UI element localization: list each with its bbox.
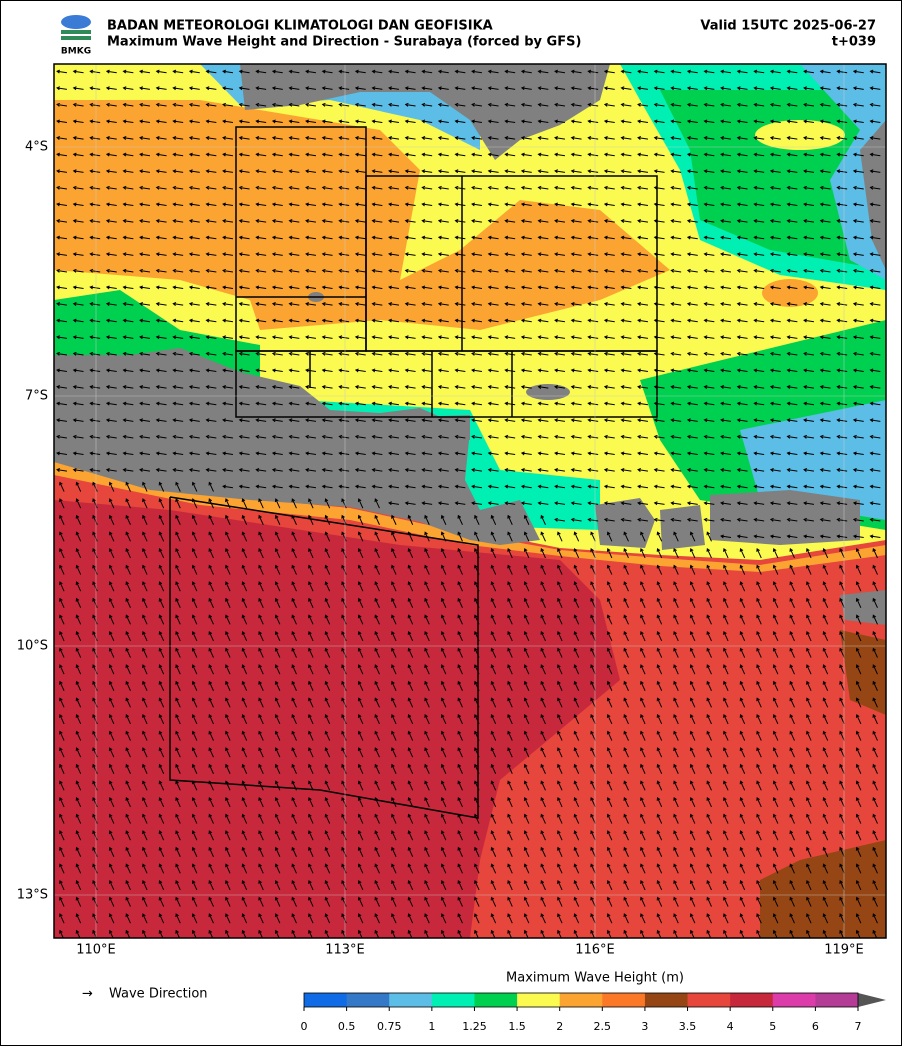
- map: [54, 64, 886, 938]
- lon-label: 116°E: [575, 943, 615, 958]
- colorbar-swatch: [559, 993, 603, 1007]
- colorbar-title: Maximum Wave Height (m): [506, 971, 684, 986]
- lat-label: 10°S: [17, 639, 48, 654]
- colorbar-tick-label: 3: [641, 1020, 648, 1033]
- valid-time: Valid 15UTC 2025-06-27: [700, 19, 876, 34]
- colorbar-swatch: [730, 993, 774, 1007]
- colorbar-tick-label: 3.5: [679, 1020, 697, 1033]
- lon-label: 110°E: [76, 943, 116, 958]
- colorbar-swatch: [346, 993, 390, 1007]
- lat-label: 13°S: [17, 888, 48, 903]
- colorbar-tick-label: 0: [301, 1020, 308, 1033]
- colorbar-tick-label: 7: [855, 1020, 862, 1033]
- legend-label: Wave Direction: [109, 987, 208, 1002]
- lat-label: 4°S: [25, 140, 48, 155]
- colorbar-swatch: [389, 993, 433, 1007]
- colorbar-tick-label: 4: [727, 1020, 734, 1033]
- logo-text: BMKG: [61, 47, 91, 57]
- colorbar-swatch: [602, 993, 646, 1007]
- wave-direction-arrows: [56, 69, 881, 938]
- colorbar-tick-label: 6: [812, 1020, 819, 1033]
- colorbar-tick-label: 5: [769, 1020, 776, 1033]
- agency: BADAN METEOROLOGI KLIMATOLOGI DAN GEOFIS…: [107, 19, 493, 34]
- map-title: Maximum Wave Height and Direction - Sura…: [107, 35, 581, 50]
- colorbar-tick-label: 1.5: [508, 1020, 526, 1033]
- colorbar-swatch: [431, 993, 475, 1007]
- lat-label: 7°S: [25, 389, 48, 404]
- colorbar-swatch: [772, 993, 816, 1007]
- map-frame: [53, 63, 887, 939]
- logo: BMKG: [61, 15, 91, 57]
- lon-label: 119°E: [824, 943, 864, 958]
- lead-time: t+039: [832, 35, 876, 50]
- colorbar-frame: [303, 992, 859, 1008]
- legend-symbol: →: [82, 987, 93, 1002]
- colorbar-tick-label: 1.25: [462, 1020, 487, 1033]
- colorbar-tick-label: 0.5: [338, 1020, 356, 1033]
- lon-label: 113°E: [325, 943, 365, 958]
- colorbar-swatch: [687, 993, 731, 1007]
- colorbar-tick-label: 2.5: [594, 1020, 612, 1033]
- colorbar-swatch: [644, 993, 689, 1007]
- colorbar-swatch: [474, 993, 518, 1007]
- colorbar-tick-label: 2: [556, 1020, 563, 1033]
- colorbar-swatch: [304, 993, 348, 1007]
- colorbar-swatch: [517, 993, 561, 1007]
- colorbar-swatch: [815, 993, 859, 1007]
- colorbar-tick-label: 0.75: [377, 1020, 402, 1033]
- colorbar-extend: [858, 993, 886, 1007]
- colorbar-tick-label: 1: [428, 1020, 435, 1033]
